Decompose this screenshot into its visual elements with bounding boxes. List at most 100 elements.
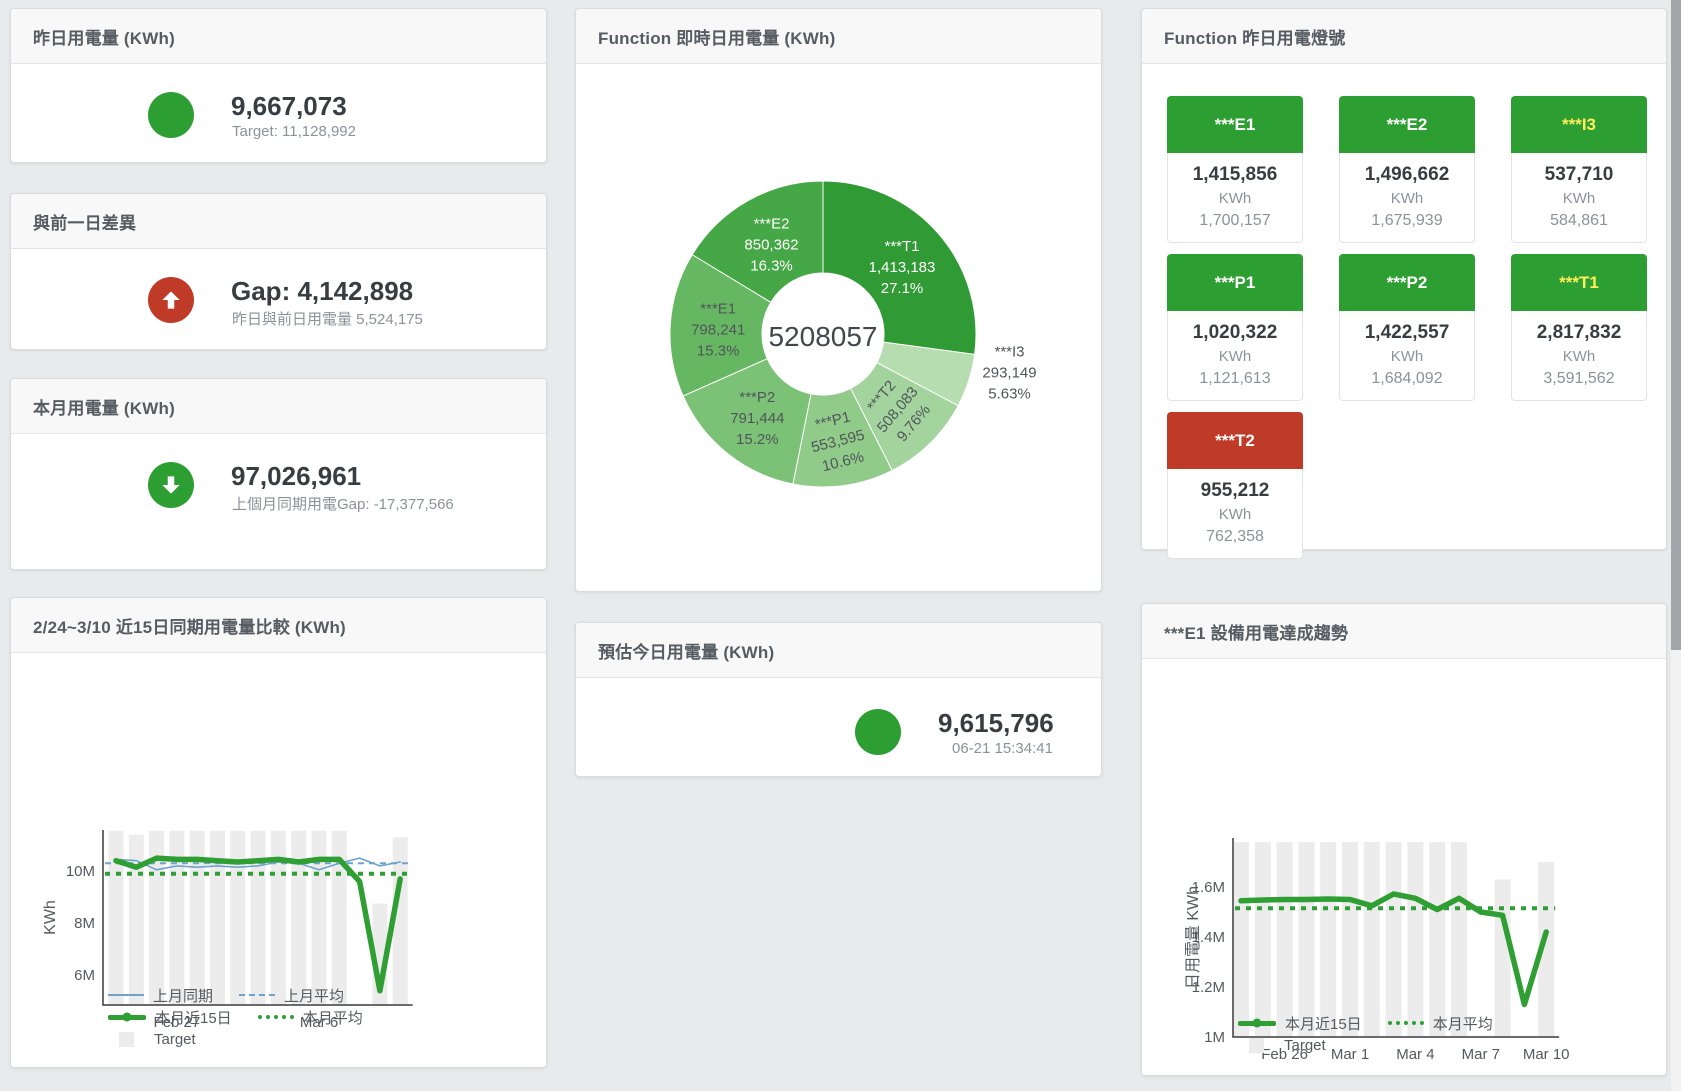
- legend-label: Target: [154, 1030, 196, 1048]
- tile-unit: KWh: [1562, 348, 1596, 365]
- compare-line-chart[interactable]: 6M 8M 10M Feb 27 Mar 6 KWh: [11, 652, 546, 1067]
- card-lights-title: Function 昨日用電燈號: [1164, 28, 1346, 48]
- tile-unit: KWh: [1390, 348, 1424, 365]
- light-tile: ***E2 1,496,662 KWh 1,675,939: [1339, 96, 1475, 243]
- lights-grid: ***E1 1,415,856 KWh 1,700,157 ***E2 1,49…: [1167, 96, 1647, 559]
- svg-text:8M: 8M: [74, 915, 95, 932]
- stat-subtitle: 06-21 15:34:41: [952, 740, 1053, 757]
- light-tile: ***E1 1,415,856 KWh 1,700,157: [1167, 96, 1303, 243]
- svg-text:Mar 10: Mar 10: [1523, 1046, 1570, 1063]
- svg-text:6M: 6M: [74, 967, 95, 984]
- svg-text:日用電量 KWh: 日用電量 KWh: [1185, 886, 1202, 989]
- tile-value: 1,415,856: [1192, 164, 1278, 185]
- tile-name: ***T2: [1215, 430, 1255, 450]
- tile-unit: KWh: [1218, 190, 1252, 207]
- legend-item[interactable]: 本月平均: [257, 1007, 363, 1028]
- tile-name: ***I3: [1561, 114, 1597, 134]
- stat-value: 97,026,961: [231, 461, 362, 491]
- card-estimate-title: 預估今日用電量 (KWh): [598, 642, 775, 662]
- tile-target-value: 1,700,157: [1199, 212, 1271, 229]
- legend-item[interactable]: 上月同期: [108, 985, 213, 1006]
- tile-unit: KWh: [1218, 348, 1252, 365]
- legend-label: 本月近15日: [1285, 1015, 1362, 1033]
- card-donut-title: Function 即時日用電量 (KWh): [598, 28, 836, 48]
- svg-text:Mar 6: Mar 6: [300, 1014, 338, 1031]
- svg-text:1.6M: 1.6M: [1192, 879, 1225, 896]
- legend-item[interactable]: Target: [108, 1031, 196, 1048]
- trend-line-chart[interactable]: 1M 1.2M 1.4M 1.6M Feb 26 Mar 1 Mar 4 Mar 7 Mar 1…: [1142, 658, 1666, 1077]
- realtime-donut-chart[interactable]: ***T1 1,413,183 27.1%***I3 293,149 5.63%***T…: [576, 63, 1101, 591]
- compare-legend: 上月同期 上月平均 本月近15日 本月平均 Target: [108, 984, 389, 1050]
- trend-legend: 本月近15日 本月平均 Target: [1238, 1012, 1519, 1056]
- tile-status-header: ***E2: [1339, 96, 1475, 153]
- tile-target-value: 3,591,562: [1543, 370, 1615, 387]
- svg-text:10M: 10M: [66, 863, 95, 880]
- svg-text:KWh: KWh: [42, 900, 59, 935]
- card-donut-header: Function 即時日用電量 (KWh): [576, 9, 1101, 64]
- card-month-header: 本月用電量 (KWh): [11, 379, 546, 434]
- tile-value: 1,020,322: [1192, 322, 1278, 343]
- light-tile: ***P2 1,422,557 KWh 1,684,092: [1339, 254, 1475, 401]
- card-lights-header: Function 昨日用電燈號: [1142, 9, 1666, 64]
- scrollbar-track[interactable]: [1671, 0, 1681, 1091]
- status-circle-icon: [148, 92, 194, 138]
- card-estimate-header: 預估今日用電量 (KWh): [576, 623, 1101, 678]
- card-yesterday-usage: 昨日用電量 (KWh) 9,667,073 Target: 11,128,992: [10, 8, 547, 163]
- card-trend-chart: ***E1 設備用電達成趨勢 1M 1.2M 1.4M 1.6M Feb 26 Mar 1…: [1141, 603, 1667, 1076]
- tile-value: 2,817,832: [1536, 322, 1622, 343]
- tile-value: 1,496,662: [1364, 164, 1450, 185]
- legend-swatch-green-dotted: [1387, 1021, 1424, 1025]
- legend-swatch-target-box: [1249, 1037, 1264, 1053]
- legend-item[interactable]: 本月平均: [1387, 1013, 1493, 1034]
- legend-item[interactable]: 本月近15日: [1238, 1013, 1362, 1034]
- card-yesterday-title: 昨日用電量 (KWh): [33, 28, 175, 48]
- tile-name: ***P1: [1214, 272, 1256, 292]
- card-month-usage: 本月用電量 (KWh) 97,026,961 上個月同期用電Gap: -17,3…: [10, 378, 547, 570]
- svg-text:1M: 1M: [1204, 1029, 1225, 1046]
- tile-status-header: ***E1: [1167, 96, 1303, 153]
- stat-subtitle: 上個月同期用電Gap: -17,377,566: [232, 496, 454, 513]
- tile-status-header: ***T2: [1167, 412, 1303, 469]
- tile-unit: KWh: [1218, 506, 1252, 523]
- light-tile: ***T1 2,817,832 KWh 3,591,562: [1511, 254, 1647, 401]
- tile-value: 1,422,557: [1364, 322, 1450, 343]
- stat-value: Gap: 4,142,898: [231, 276, 414, 306]
- card-realtime-donut: Function 即時日用電量 (KWh) ***T1 1,413,183 27.1…: [575, 8, 1102, 592]
- stat-value: 9,667,073: [231, 91, 347, 121]
- legend-label: 上月平均: [284, 987, 345, 1005]
- tile-status-header: ***T1: [1511, 254, 1647, 311]
- legend-label: 本月近15日: [155, 1009, 232, 1027]
- card-day-gap-title: 與前一日差異: [33, 213, 137, 233]
- legend-item[interactable]: 上月平均: [239, 985, 344, 1006]
- legend-swatch-green-thick: [1238, 1020, 1276, 1026]
- tile-name: ***E2: [1386, 114, 1428, 134]
- tile-target-value: 1,121,613: [1199, 370, 1271, 387]
- legend-label: 本月平均: [302, 1009, 363, 1027]
- svg-text:Mar 7: Mar 7: [1462, 1046, 1500, 1063]
- svg-text:Mar 1: Mar 1: [1331, 1046, 1369, 1063]
- tile-name: ***E1: [1214, 114, 1256, 134]
- tile-value: 537,710: [1544, 164, 1614, 185]
- light-tile: ***T2 955,212 KWh 762,358: [1167, 412, 1303, 559]
- tile-status-header: ***P1: [1167, 254, 1303, 311]
- card-compare-chart: 2/24~3/10 近15日同期用電量比較 (KWh) 6M 8M 10M Feb 2…: [10, 597, 547, 1068]
- tile-target-value: 584,861: [1550, 212, 1608, 229]
- legend-item[interactable]: Target: [1238, 1037, 1326, 1054]
- legend-swatch-blue-line: [108, 994, 144, 996]
- svg-text:1.2M: 1.2M: [1192, 979, 1225, 996]
- legend-swatch-target-box: [119, 1031, 134, 1047]
- stat-subtitle: Target: 11,128,992: [232, 123, 356, 140]
- svg-text:Feb 26: Feb 26: [1261, 1046, 1308, 1063]
- scrollbar-thumb[interactable]: [1671, 0, 1681, 650]
- donut-center-total: 5208057: [768, 321, 878, 352]
- card-yesterday-header: 昨日用電量 (KWh): [11, 9, 546, 64]
- legend-item[interactable]: 本月近15日: [108, 1007, 232, 1028]
- tile-unit: KWh: [1562, 190, 1596, 207]
- down-arrow-icon: [148, 462, 194, 508]
- card-compare-header: 2/24~3/10 近15日同期用電量比較 (KWh): [11, 598, 546, 653]
